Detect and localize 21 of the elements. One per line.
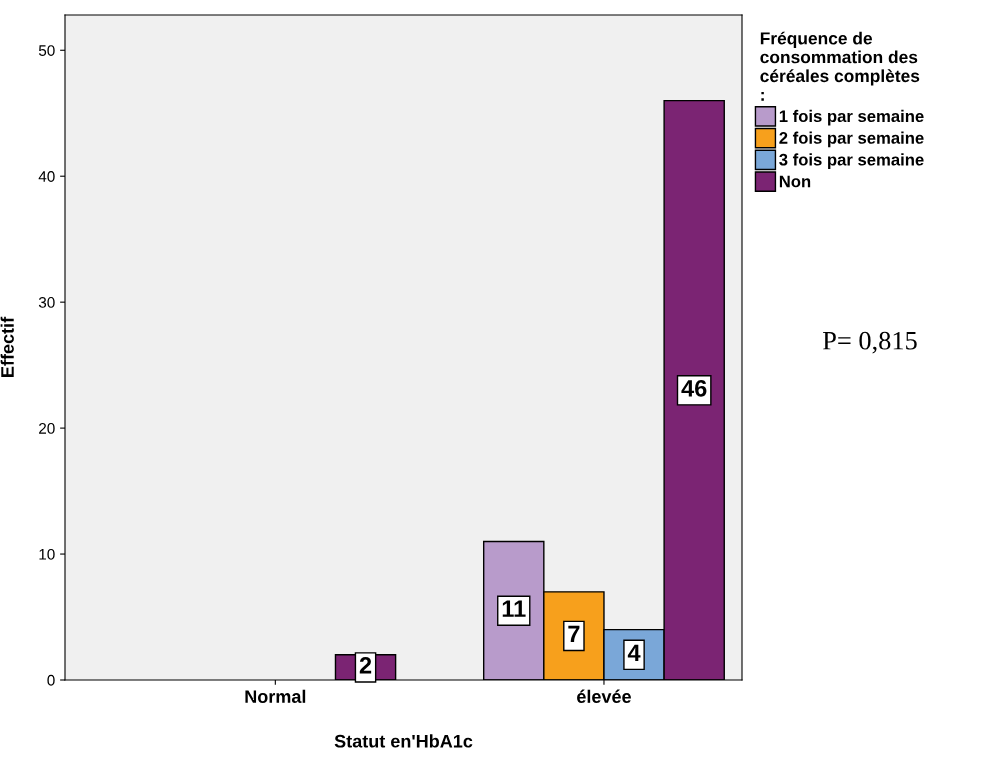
data-label: 11: [502, 600, 526, 617]
y-tick-label: 50: [38, 45, 55, 56]
legend-title: Fréquence de consommation des céréales complètes :: [760, 31, 920, 101]
x-axis-title: Statut en'HbA1c: [334, 734, 473, 748]
y-tick-label: 0: [47, 674, 55, 686]
legend-label: 1 fois par semaine: [779, 109, 924, 126]
x-tick-label: Normal: [245, 689, 306, 703]
data-label: 2: [359, 657, 372, 674]
data-label: 4: [627, 644, 641, 661]
y-tick-label: 10: [39, 548, 55, 560]
legend-label: 3 fois par semaine: [779, 153, 924, 169]
y-axis-title: Effectif: [0, 316, 14, 377]
x-tick-label: élevée: [577, 689, 631, 703]
legend-label: 2 fois par semaine: [779, 131, 924, 148]
data-label: 46: [681, 379, 707, 397]
data-label: 7: [568, 625, 580, 643]
legend-label: Non: [779, 175, 811, 188]
text: P= 0,815: [822, 331, 917, 354]
y-tick-label: 30: [38, 297, 55, 308]
y-tick-label: 20: [39, 422, 55, 434]
y-tick-label: 40: [38, 171, 55, 182]
